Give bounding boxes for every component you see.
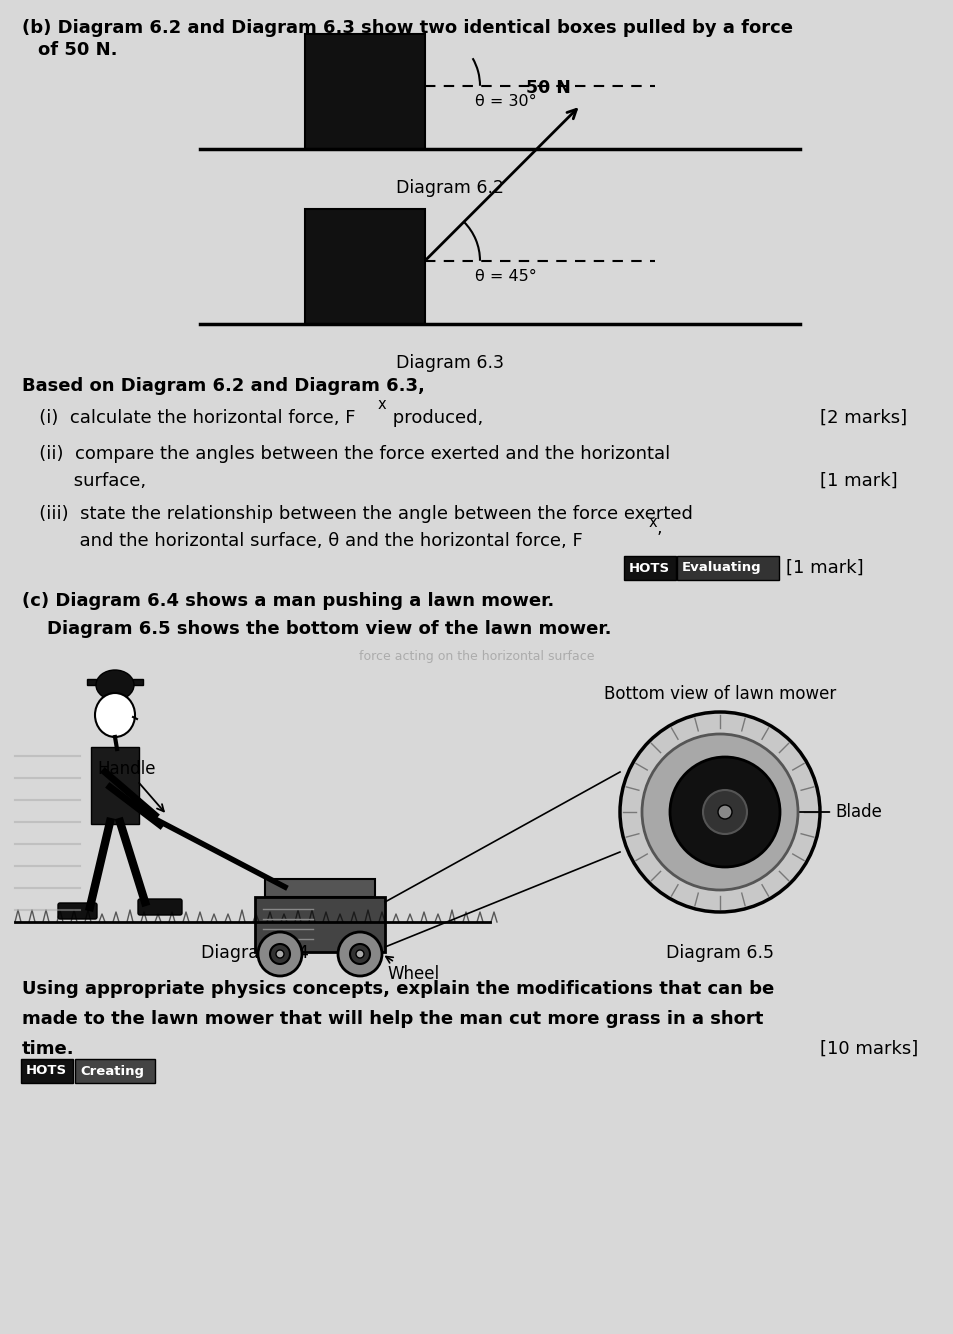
Text: produced,: produced, (387, 410, 483, 427)
Ellipse shape (96, 670, 133, 700)
Text: x: x (648, 515, 657, 530)
Text: Bottom view of lawn mower: Bottom view of lawn mower (603, 684, 835, 703)
Text: Creating: Creating (80, 1065, 144, 1078)
FancyBboxPatch shape (138, 899, 182, 915)
Text: Handle: Handle (97, 760, 164, 811)
Text: ’: ’ (657, 530, 661, 548)
Text: of 50 N.: of 50 N. (38, 41, 117, 59)
FancyBboxPatch shape (623, 556, 676, 580)
Text: Diagram 6.5: Diagram 6.5 (665, 944, 773, 962)
Circle shape (669, 756, 780, 867)
Bar (87, 679, 143, 684)
Text: [1 mark]: [1 mark] (785, 559, 862, 578)
Text: θ = 30°: θ = 30° (475, 93, 536, 109)
Text: and the horizontal surface, θ and the horizontal force, F: and the horizontal surface, θ and the ho… (22, 532, 582, 550)
Text: Diagram 6.3: Diagram 6.3 (395, 354, 503, 372)
Text: time.: time. (22, 1041, 74, 1058)
Text: Based on Diagram 6.2 and Diagram 6.3,: Based on Diagram 6.2 and Diagram 6.3, (22, 378, 424, 395)
FancyBboxPatch shape (91, 747, 139, 824)
Circle shape (718, 804, 731, 819)
Text: HOTS: HOTS (26, 1065, 67, 1078)
Circle shape (619, 712, 820, 912)
FancyBboxPatch shape (75, 1059, 154, 1083)
Text: (c) Diagram 6.4 shows a man pushing a lawn mower.: (c) Diagram 6.4 shows a man pushing a la… (22, 592, 554, 610)
Text: x: x (377, 398, 386, 412)
Text: (ii)  compare the angles between the force exerted and the horizontal: (ii) compare the angles between the forc… (22, 446, 670, 463)
Circle shape (275, 950, 284, 958)
Text: Evaluating: Evaluating (681, 562, 760, 575)
Circle shape (337, 932, 381, 976)
Circle shape (257, 932, 302, 976)
Bar (265, 879, 375, 896)
Text: (iii)  state the relationship between the angle between the force exerted: (iii) state the relationship between the… (22, 506, 692, 523)
Text: surface,: surface, (22, 472, 146, 490)
Circle shape (355, 950, 364, 958)
Text: (i)  calculate the horizontal force, F: (i) calculate the horizontal force, F (22, 410, 355, 427)
Text: [2 marks]: [2 marks] (820, 410, 906, 427)
Text: [10 marks]: [10 marks] (820, 1041, 918, 1058)
Text: force acting on the horizontal surface: force acting on the horizontal surface (359, 650, 594, 663)
FancyBboxPatch shape (58, 903, 97, 919)
Circle shape (270, 944, 290, 964)
Text: θ = 45°: θ = 45° (475, 268, 537, 284)
Text: Diagram 6.4: Diagram 6.4 (201, 944, 309, 962)
Text: (b) Diagram 6.2 and Diagram 6.3 show two identical boxes pulled by a force: (b) Diagram 6.2 and Diagram 6.3 show two… (22, 19, 792, 37)
Bar (305, 33, 424, 149)
FancyBboxPatch shape (21, 1059, 73, 1083)
Text: HOTS: HOTS (628, 562, 669, 575)
Text: Diagram 6.2: Diagram 6.2 (395, 179, 503, 197)
Text: made to the lawn mower that will help the man cut more grass in a short: made to the lawn mower that will help th… (22, 1010, 762, 1029)
Text: Diagram 6.5 shows the bottom view of the lawn mower.: Diagram 6.5 shows the bottom view of the… (22, 620, 611, 638)
Ellipse shape (95, 692, 135, 736)
Circle shape (350, 944, 370, 964)
Text: Using appropriate physics concepts, explain the modifications that can be: Using appropriate physics concepts, expl… (22, 980, 774, 998)
Text: Wheel: Wheel (386, 956, 438, 983)
Text: Blade: Blade (779, 803, 881, 820)
Circle shape (702, 790, 746, 834)
Bar (305, 209, 424, 324)
Text: [1 mark]: [1 mark] (820, 472, 897, 490)
Circle shape (641, 734, 797, 890)
Text: 50 N: 50 N (525, 79, 570, 97)
FancyBboxPatch shape (677, 556, 779, 580)
Bar (254, 896, 385, 952)
